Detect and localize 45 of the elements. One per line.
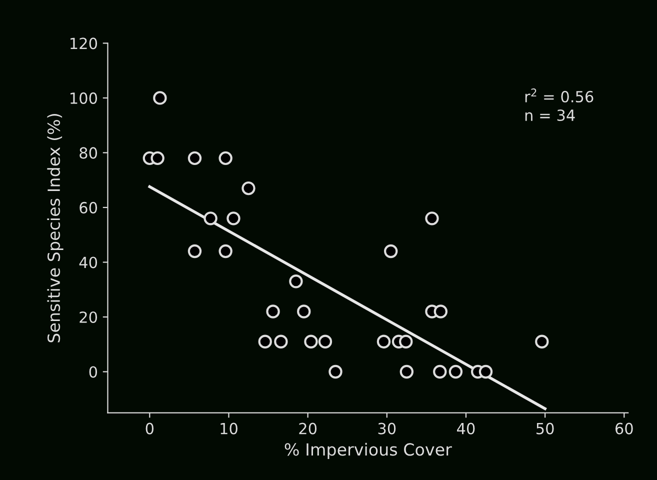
x-axis-title: % Impervious Cover (284, 442, 452, 459)
y-tick-label: 60 (80, 202, 98, 214)
point (274, 334, 288, 348)
point (376, 334, 391, 348)
point (400, 364, 414, 379)
point (434, 304, 448, 318)
y-tick-label: 0 (89, 366, 98, 378)
point (188, 244, 202, 258)
x-tick-label: 40 (457, 422, 475, 434)
point (478, 364, 493, 379)
point (384, 244, 398, 258)
point (188, 151, 202, 166)
point (150, 151, 164, 166)
point (425, 212, 439, 226)
point (433, 364, 447, 379)
y-axis-title: Sensitive Species Index (%) (47, 114, 64, 342)
y-tick-label: 40 (79, 256, 98, 268)
point (218, 244, 232, 258)
point (218, 151, 232, 166)
point (226, 212, 240, 226)
point (304, 334, 318, 348)
x-tick-label: 30 (378, 422, 396, 434)
point (535, 334, 549, 348)
point (328, 364, 342, 379)
point (448, 364, 463, 379)
point (399, 334, 413, 348)
x-tick-label: 60 (615, 422, 633, 434)
point (266, 304, 280, 318)
point (297, 304, 311, 318)
x-tick-label: 0 (146, 422, 154, 434)
x-tick-label: 10 (220, 422, 238, 434)
y-tick-label: 20 (80, 311, 98, 323)
annotation: n = 34 (525, 109, 575, 122)
point (242, 181, 256, 196)
point (289, 274, 303, 288)
point (318, 334, 332, 348)
annotation: r$^{2}$ = 0.56 (525, 88, 594, 102)
point (204, 212, 218, 226)
y-tick-label: 100 (70, 92, 98, 104)
point (153, 91, 167, 105)
x-tick-label: 20 (299, 422, 317, 434)
y-tick-label: 120 (70, 38, 98, 50)
x-tick-label: 50 (536, 422, 554, 434)
point (258, 334, 272, 348)
y-tick-label: 80 (80, 147, 98, 159)
